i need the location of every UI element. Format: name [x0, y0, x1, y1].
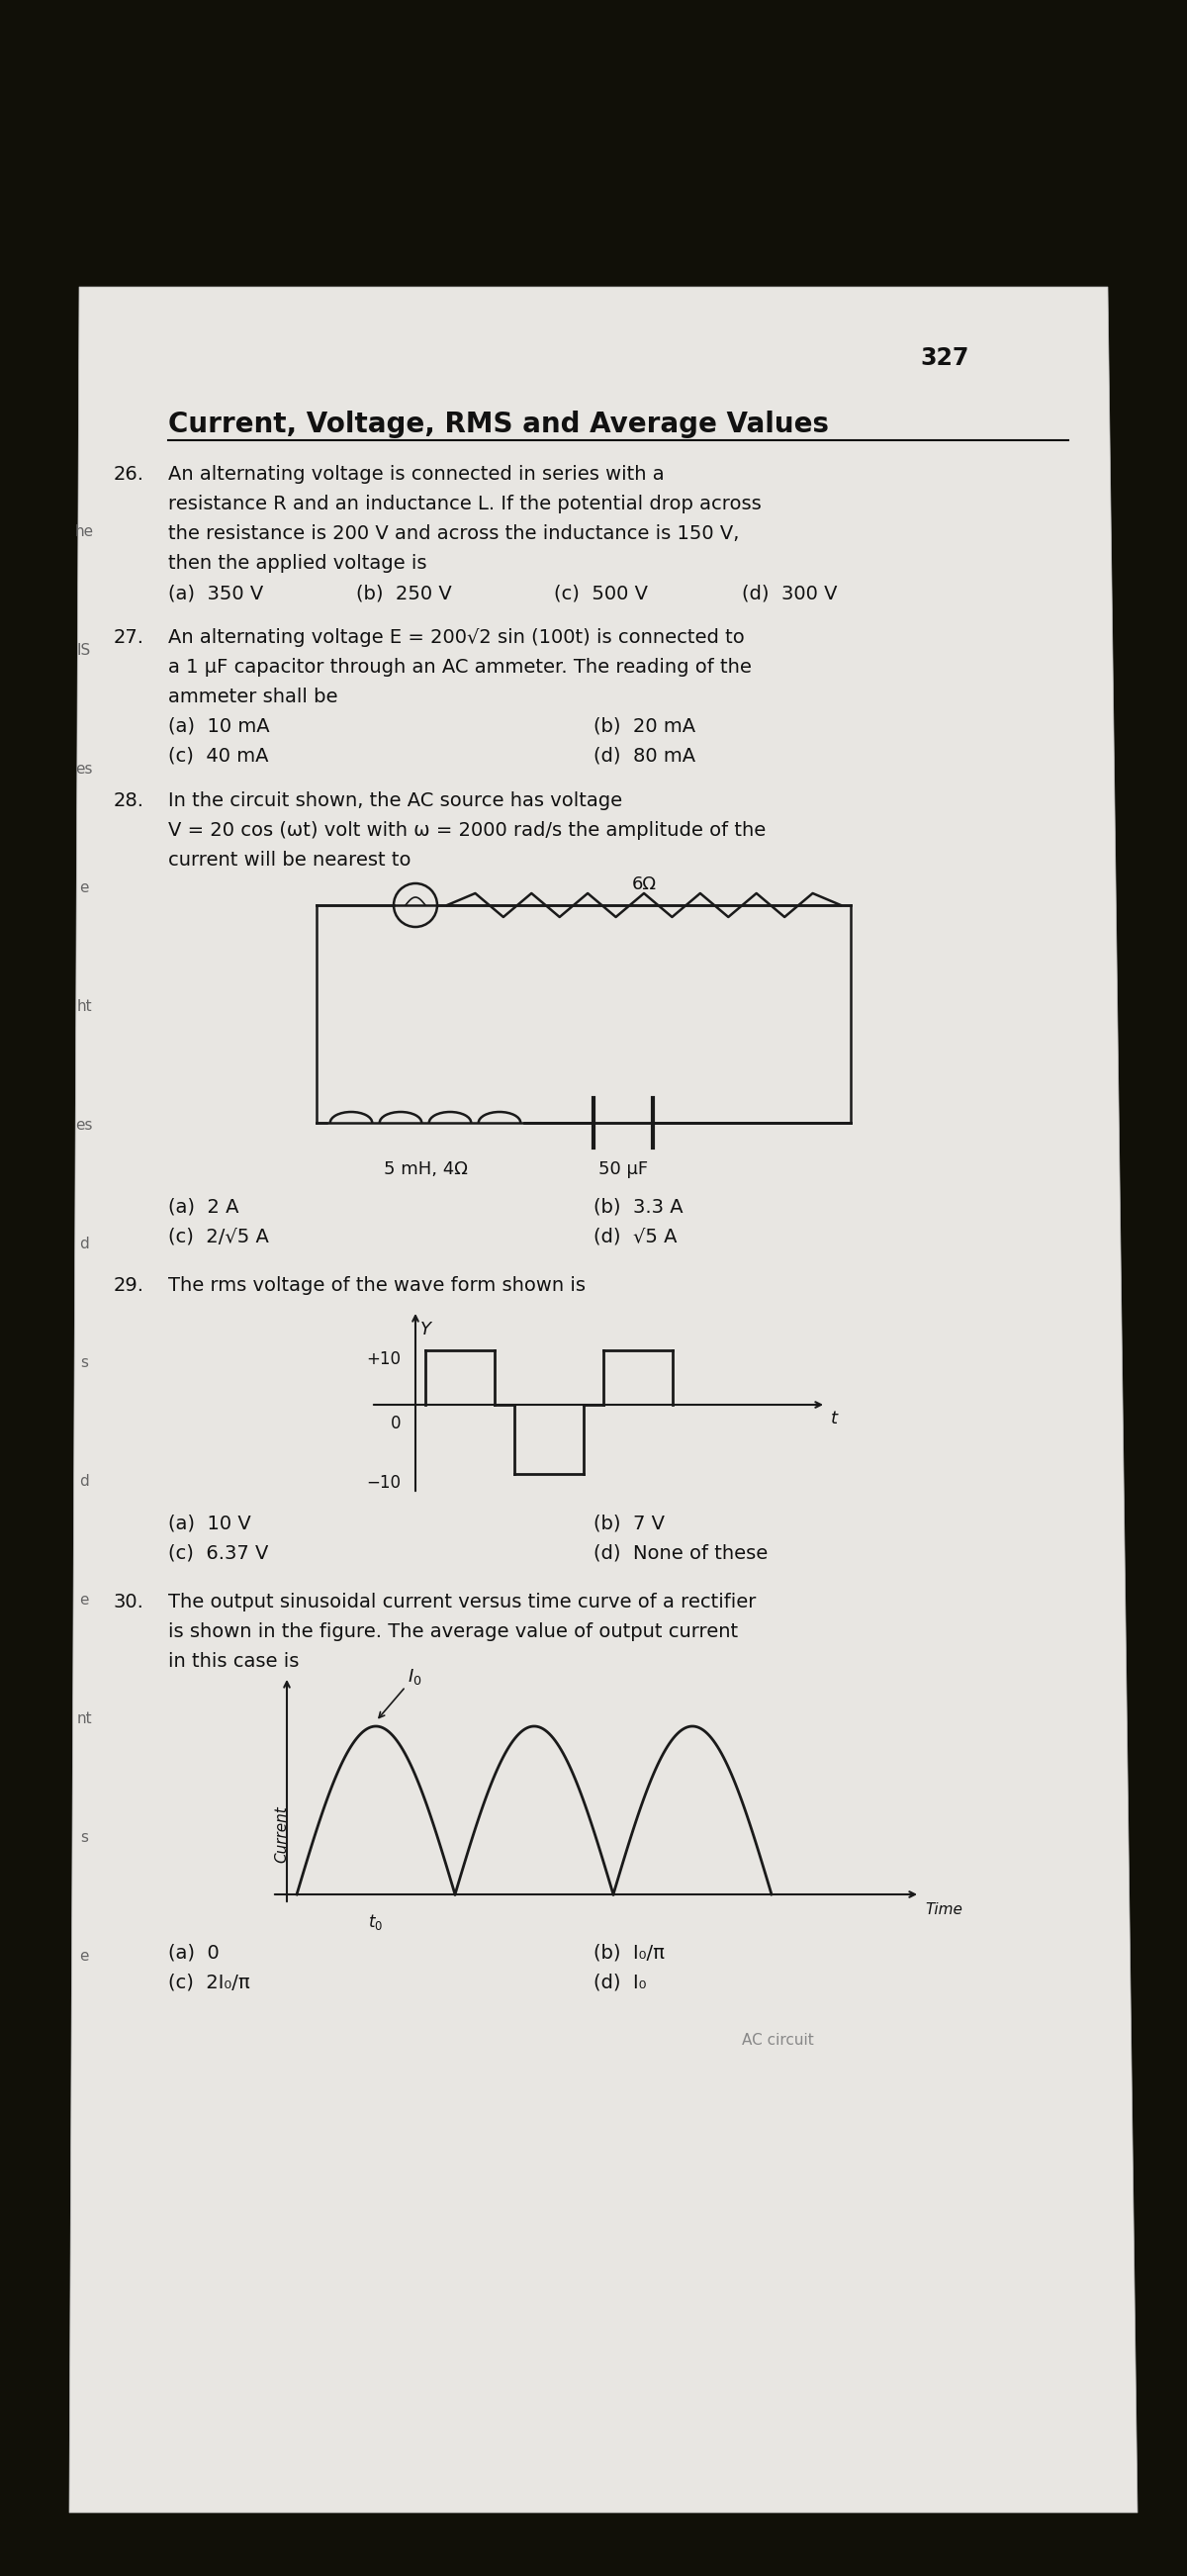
Text: (c)  40 mA: (c) 40 mA: [169, 747, 268, 765]
Text: An alternating voltage E = 200√2 sin (100t) is connected to: An alternating voltage E = 200√2 sin (10…: [169, 629, 744, 647]
Text: 26.: 26.: [114, 464, 145, 484]
Text: Time: Time: [925, 1901, 963, 1917]
Polygon shape: [69, 286, 1137, 2512]
Text: s: s: [81, 1355, 88, 1370]
Text: $t_0$: $t_0$: [368, 1911, 383, 1932]
Text: 30.: 30.: [114, 1592, 145, 1613]
Text: (c)  2I₀/π: (c) 2I₀/π: [169, 1973, 250, 1991]
Text: (b)  250 V: (b) 250 V: [356, 585, 452, 603]
Text: e: e: [80, 1592, 89, 1607]
Text: he: he: [75, 526, 94, 538]
Text: the resistance is 200 V and across the inductance is 150 V,: the resistance is 200 V and across the i…: [169, 526, 740, 544]
Text: $I_0$: $I_0$: [407, 1667, 421, 1687]
Text: s: s: [81, 1829, 88, 1844]
Text: d: d: [80, 1473, 89, 1489]
Text: The rms voltage of the wave form shown is: The rms voltage of the wave form shown i…: [169, 1275, 585, 1296]
Text: (d)  √5 A: (d) √5 A: [594, 1226, 677, 1244]
Text: 29.: 29.: [114, 1275, 145, 1296]
Text: in this case is: in this case is: [169, 1651, 299, 1672]
Text: (c)  2/√5 A: (c) 2/√5 A: [169, 1226, 269, 1244]
Text: es: es: [76, 1118, 93, 1133]
Text: e: e: [80, 1950, 89, 1963]
Text: is shown in the figure. The average value of output current: is shown in the figure. The average valu…: [169, 1623, 738, 1641]
Text: +10: +10: [366, 1350, 401, 1368]
Text: (c)  500 V: (c) 500 V: [554, 585, 648, 603]
Text: current will be nearest to: current will be nearest to: [169, 850, 411, 871]
Text: es: es: [76, 762, 93, 775]
Text: (d)  80 mA: (d) 80 mA: [594, 747, 696, 765]
Text: V = 20 cos (ωt) volt with ω = 2000 rad/s the amplitude of the: V = 20 cos (ωt) volt with ω = 2000 rad/s…: [169, 822, 766, 840]
Text: (b)  7 V: (b) 7 V: [594, 1515, 665, 1533]
Text: (c)  6.37 V: (c) 6.37 V: [169, 1543, 268, 1561]
Text: AC circuit: AC circuit: [742, 2032, 814, 2048]
Text: (d)  300 V: (d) 300 V: [742, 585, 837, 603]
Text: (d)  I₀: (d) I₀: [594, 1973, 647, 1991]
Text: (a)  10 V: (a) 10 V: [169, 1515, 250, 1533]
Text: Y: Y: [420, 1321, 431, 1340]
Text: d: d: [80, 1236, 89, 1252]
Text: ammeter shall be: ammeter shall be: [169, 688, 338, 706]
Text: Current, Voltage, RMS and Average Values: Current, Voltage, RMS and Average Values: [169, 410, 829, 438]
Text: e: e: [80, 881, 89, 896]
Text: −10: −10: [366, 1473, 401, 1492]
Text: 50 μF: 50 μF: [598, 1159, 648, 1177]
Text: ht: ht: [76, 999, 91, 1015]
Text: (d)  None of these: (d) None of these: [594, 1543, 768, 1561]
Text: IS: IS: [77, 644, 91, 657]
Text: t: t: [831, 1409, 838, 1427]
Text: 327: 327: [920, 345, 969, 371]
Text: (a)  0: (a) 0: [169, 1945, 220, 1963]
Text: (a)  2 A: (a) 2 A: [169, 1198, 239, 1216]
Text: (b)  I₀/π: (b) I₀/π: [594, 1945, 665, 1963]
Text: The output sinusoidal current versus time curve of a rectifier: The output sinusoidal current versus tim…: [169, 1592, 756, 1613]
Text: 6Ω: 6Ω: [631, 876, 656, 894]
Text: In the circuit shown, the AC source has voltage: In the circuit shown, the AC source has …: [169, 791, 622, 811]
Text: 5 mH, 4Ω: 5 mH, 4Ω: [383, 1159, 468, 1177]
Text: (b)  3.3 A: (b) 3.3 A: [594, 1198, 684, 1216]
Text: a 1 μF capacitor through an AC ammeter. The reading of the: a 1 μF capacitor through an AC ammeter. …: [169, 657, 751, 677]
Text: then the applied voltage is: then the applied voltage is: [169, 554, 427, 572]
Text: (b)  20 mA: (b) 20 mA: [594, 716, 696, 737]
Text: An alternating voltage is connected in series with a: An alternating voltage is connected in s…: [169, 464, 665, 484]
Text: (a)  10 mA: (a) 10 mA: [169, 716, 269, 737]
Text: 28.: 28.: [114, 791, 145, 811]
Text: nt: nt: [76, 1710, 91, 1726]
Text: resistance R and an inductance L. If the potential drop across: resistance R and an inductance L. If the…: [169, 495, 761, 513]
Text: 0: 0: [391, 1414, 401, 1432]
Text: (a)  350 V: (a) 350 V: [169, 585, 264, 603]
Text: 27.: 27.: [114, 629, 145, 647]
Text: Current: Current: [274, 1806, 290, 1862]
